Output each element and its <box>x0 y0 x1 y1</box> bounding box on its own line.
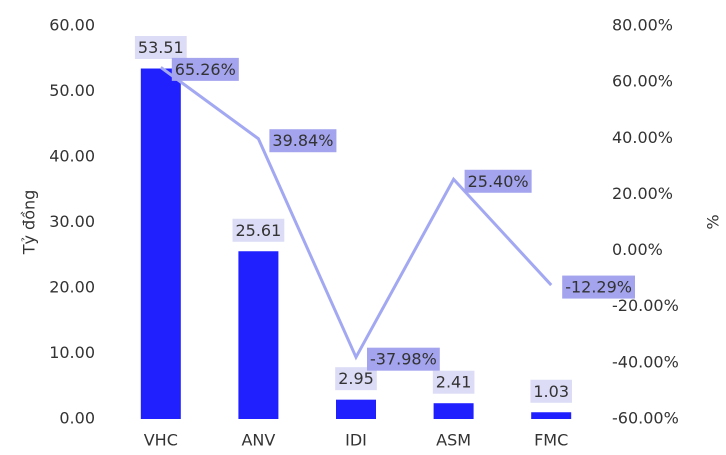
line-value-label: 25.40% <box>468 172 529 191</box>
line-value-label-bg <box>367 347 440 371</box>
y2-tick-label: 60.00% <box>612 72 673 91</box>
line-value-label: 39.84% <box>272 131 333 150</box>
bar-value-label: 1.03 <box>533 382 569 401</box>
bar-value-label-bg <box>432 370 475 394</box>
bar-value-label: 53.51 <box>138 38 184 57</box>
x-tick-label: FMC <box>534 431 568 450</box>
bar <box>336 399 376 419</box>
x-tick-label: ANV <box>241 431 275 450</box>
line-value-label-bg <box>171 57 239 81</box>
y-tick-label: 0.00 <box>59 409 95 428</box>
bar-value-label-bg <box>232 218 285 242</box>
x-tick-label: VHC <box>144 431 178 450</box>
bar-value-label: 2.95 <box>338 369 374 388</box>
bar-value-label: 2.41 <box>436 373 472 392</box>
line-value-label: -12.29% <box>565 278 632 297</box>
y2-tick-label: 80.00% <box>612 16 673 35</box>
y-tick-label: 50.00 <box>49 81 95 100</box>
bar-value-label: 25.61 <box>235 221 281 240</box>
y-tick-label: 30.00 <box>49 212 95 231</box>
y2-axis-title: % <box>704 214 723 229</box>
bar-value-label-bg <box>335 367 377 391</box>
line-value-label: 65.26% <box>175 60 236 79</box>
y-tick-label: 20.00 <box>49 278 95 297</box>
y-tick-label: 60.00 <box>49 16 95 35</box>
x-tick-label: IDI <box>345 431 367 450</box>
y-axis-title: Tỷ đồng <box>20 190 39 256</box>
y2-tick-label: 20.00% <box>612 184 673 203</box>
line-value-label-bg <box>562 275 635 299</box>
bar-value-label-bg <box>134 36 187 60</box>
bar <box>140 68 181 420</box>
y-tick-label: 40.00 <box>49 147 95 166</box>
line-value-label-bg <box>464 169 532 193</box>
bar-value-label-bg <box>530 379 573 403</box>
line-value-label-bg <box>269 129 337 153</box>
line-value-label: -37.98% <box>370 350 437 369</box>
bar <box>238 251 279 419</box>
bar <box>433 403 474 419</box>
x-tick-label: ASM <box>436 431 471 450</box>
line <box>159 66 553 361</box>
y2-tick-label: -20.00% <box>612 296 679 315</box>
y2-tick-label: -60.00% <box>612 409 679 428</box>
y-tick-label: 10.00 <box>49 343 95 362</box>
bar <box>531 412 572 419</box>
y2-tick-label: -40.00% <box>612 352 679 371</box>
y2-tick-label: 0.00% <box>612 240 663 259</box>
y2-tick-label: 40.00% <box>612 128 673 147</box>
